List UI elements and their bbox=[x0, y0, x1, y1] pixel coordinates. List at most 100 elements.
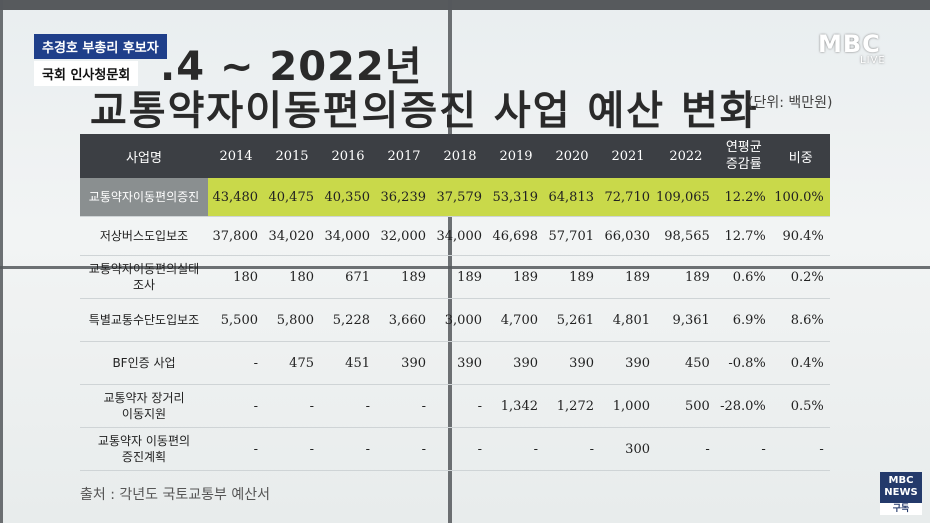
table-cell: 451 bbox=[320, 341, 376, 385]
table-cell: 34,000 bbox=[320, 216, 376, 256]
column-header: 2021 bbox=[600, 134, 656, 178]
table-cell: 109,065 bbox=[656, 178, 716, 217]
table-cell: - bbox=[376, 427, 432, 471]
table-cell: 1,272 bbox=[544, 384, 600, 428]
table-cell: 475 bbox=[264, 341, 320, 385]
table-cell: 1,342 bbox=[488, 384, 544, 428]
table-cell: 66,030 bbox=[600, 216, 656, 256]
row-label: 교통약자이동편의증진 bbox=[80, 178, 208, 217]
column-header: 2017 bbox=[376, 134, 432, 178]
table-cell: 189 bbox=[656, 255, 716, 299]
table-cell: 3,660 bbox=[376, 298, 432, 342]
table-cell: 180 bbox=[208, 255, 264, 299]
table-cell: 390 bbox=[432, 341, 488, 385]
table-cell: 671 bbox=[320, 255, 376, 299]
table-cell: -28.0% bbox=[715, 384, 772, 428]
row-label: 특별교통수단도입보조 bbox=[80, 298, 208, 342]
table-cell: - bbox=[432, 384, 488, 428]
badge-line-2: NEWS bbox=[884, 487, 918, 498]
row-label: 교통약자이동편의실태 조사 bbox=[80, 255, 208, 299]
table-cell: 9,361 bbox=[656, 298, 716, 342]
unit-label: (단위: 백만원) bbox=[748, 95, 833, 111]
table-row: 교통약자 이동편의 증진계획 - - - - - - -300- - - bbox=[80, 427, 830, 471]
table-row: 교통약자이동편의증진 43,480 40,475 40,350 36,239 37,579… bbox=[80, 178, 830, 217]
table-cell: - bbox=[208, 341, 264, 385]
table-cell: 390 bbox=[376, 341, 432, 385]
table-cell: 3,000 bbox=[432, 298, 488, 342]
column-header: 2014 bbox=[208, 134, 264, 178]
table-cell: 100.0% bbox=[771, 178, 830, 217]
table-cell: 390 bbox=[600, 341, 656, 385]
column-header: 연평균 증감률 bbox=[715, 134, 772, 178]
column-header: 2019 bbox=[488, 134, 544, 178]
column-header: 비중 bbox=[771, 134, 830, 178]
table-cell: 189 bbox=[432, 255, 488, 299]
table-cell: - bbox=[264, 384, 320, 428]
table-cell: -0.8% bbox=[715, 341, 772, 385]
table-cell: - bbox=[432, 427, 488, 471]
slide-title-years: .4 ~ 2022년 bbox=[160, 44, 423, 90]
subscribe-label: 구독 bbox=[880, 503, 922, 515]
column-header: 사업명 bbox=[80, 134, 208, 178]
mbc-logo: MBC bbox=[818, 30, 881, 58]
slide-title: 교통약자이동편의증진 사업 예산 변화 bbox=[90, 88, 759, 134]
row-label: 교통약자 이동편의 증진계획 bbox=[80, 427, 208, 471]
table-cell: 5,500 bbox=[208, 298, 264, 342]
table-cell: - bbox=[656, 427, 716, 471]
table-row: 교통약자이동편의실태 조사 180 180 671 189 189 189 189 189 189… bbox=[80, 255, 830, 299]
table-cell: 90.4% bbox=[771, 216, 830, 256]
table-cell: 53,319 bbox=[488, 178, 544, 217]
table-cell: 300 bbox=[600, 427, 656, 471]
table-cell: 4,801 bbox=[600, 298, 656, 342]
table-cell: - bbox=[488, 427, 544, 471]
column-header: 2016 bbox=[320, 134, 376, 178]
table-cell: 64,813 bbox=[544, 178, 600, 217]
table-cell: 5,800 bbox=[264, 298, 320, 342]
budget-table: 사업명 2014 2015 2016 2017 2018 2019 2020 2021 2022 연… bbox=[80, 134, 830, 471]
table-cell: 189 bbox=[600, 255, 656, 299]
table-cell: - bbox=[771, 427, 830, 471]
table-cell: 0.6% bbox=[715, 255, 772, 299]
badge-line-1: MBC bbox=[888, 475, 914, 486]
column-header: 2020 bbox=[544, 134, 600, 178]
table-cell: 57,701 bbox=[544, 216, 600, 256]
caption-line-1: 추경호 부총리 후보자 bbox=[34, 34, 167, 59]
caption-line-2: 국회 인사청문회 bbox=[34, 61, 139, 86]
table-cell: 34,020 bbox=[264, 216, 320, 256]
table-cell: 180 bbox=[264, 255, 320, 299]
news-caption: 추경호 부총리 후보자 국회 인사청문회 bbox=[34, 34, 167, 86]
screen-divider-left bbox=[0, 0, 3, 523]
table-cell: 189 bbox=[488, 255, 544, 299]
table-cell: 189 bbox=[544, 255, 600, 299]
subscribe-badge[interactable]: MBC NEWS 구독 bbox=[880, 472, 922, 515]
table-row: BF인증 사업 -475 451 390 390 390 390 390 450 -0.8% 0.4… bbox=[80, 341, 830, 385]
table-cell: - bbox=[208, 384, 264, 428]
table-cell: 189 bbox=[376, 255, 432, 299]
table-cell: 32,000 bbox=[376, 216, 432, 256]
table-cell: 37,800 bbox=[208, 216, 264, 256]
table-cell: 0.2% bbox=[771, 255, 830, 299]
table-cell: 5,228 bbox=[320, 298, 376, 342]
table-row: 특별교통수단도입보조 5,500 5,800 5,228 3,660 3,000 4,700… bbox=[80, 298, 830, 342]
table-cell: - bbox=[320, 427, 376, 471]
table-cell: 43,480 bbox=[208, 178, 264, 217]
column-header: 2018 bbox=[432, 134, 488, 178]
table-cell: 6.9% bbox=[715, 298, 772, 342]
table-cell: 500 bbox=[656, 384, 716, 428]
table-cell: 0.5% bbox=[771, 384, 830, 428]
row-label: BF인증 사업 bbox=[80, 341, 208, 385]
table-cell: 8.6% bbox=[771, 298, 830, 342]
table-cell: 0.4% bbox=[771, 341, 830, 385]
table-cell: 12.7% bbox=[715, 216, 772, 256]
table-cell: 36,239 bbox=[376, 178, 432, 217]
table-cell: - bbox=[376, 384, 432, 428]
table-row: 교통약자 장거리 이동지원 - - - - -1,342 1,272 1,000 500 -28.… bbox=[80, 384, 830, 428]
table-cell: 390 bbox=[544, 341, 600, 385]
top-bezel bbox=[0, 0, 930, 10]
table-cell: - bbox=[715, 427, 772, 471]
table-cell: - bbox=[320, 384, 376, 428]
table-header-row: 사업명 2014 2015 2016 2017 2018 2019 2020 2021 2022 연… bbox=[80, 134, 830, 178]
table-cell: 46,698 bbox=[488, 216, 544, 256]
table-cell: 40,350 bbox=[320, 178, 376, 217]
